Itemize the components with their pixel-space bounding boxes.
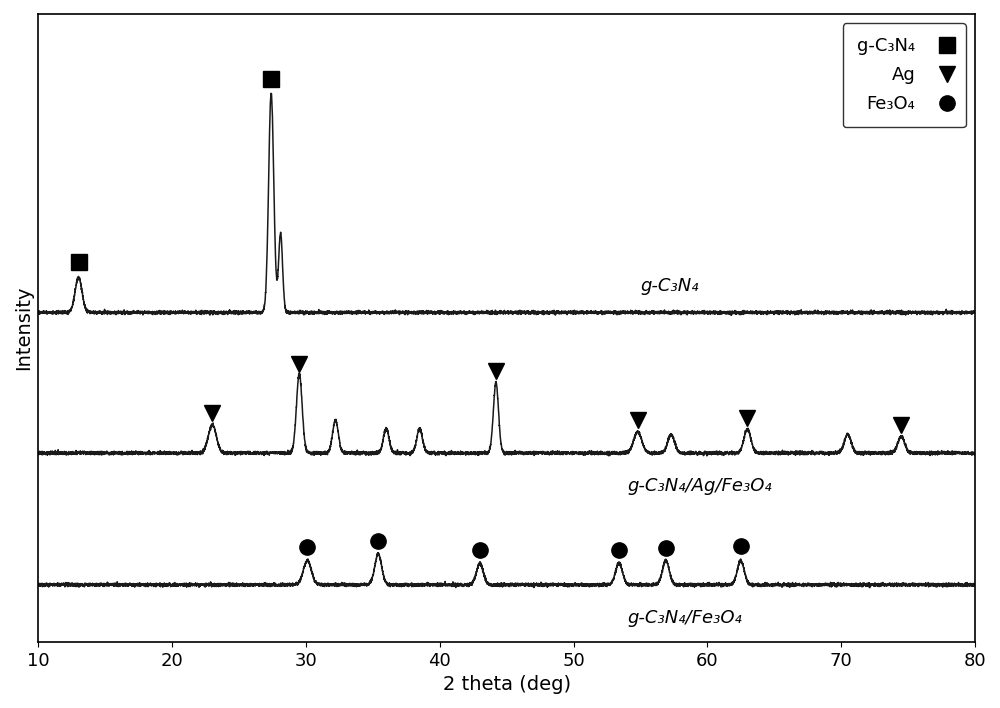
Legend: g-C₃N₄, Ag, Fe₃O₄: g-C₃N₄, Ag, Fe₃O₄ xyxy=(843,23,966,127)
Text: g-C₃N₄: g-C₃N₄ xyxy=(640,277,699,295)
X-axis label: 2 theta (deg): 2 theta (deg) xyxy=(443,675,571,694)
Text: g-C₃N₄/Ag/Fe₃O₄: g-C₃N₄/Ag/Fe₃O₄ xyxy=(627,477,772,495)
Y-axis label: Intensity: Intensity xyxy=(14,285,33,370)
Text: g-C₃N₄/Fe₃O₄: g-C₃N₄/Fe₃O₄ xyxy=(627,609,742,627)
